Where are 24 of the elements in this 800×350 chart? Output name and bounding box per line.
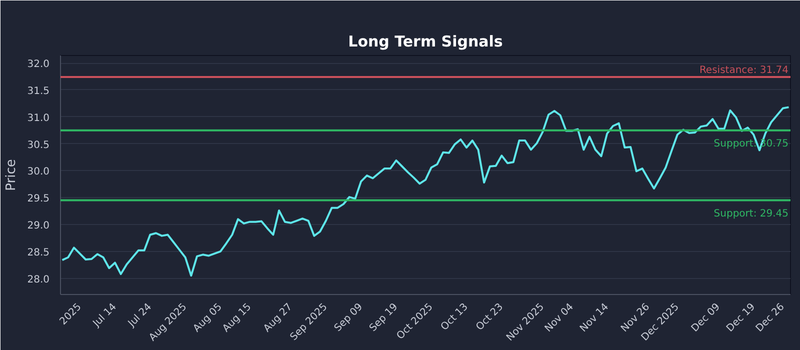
y-tick-label: 30.5 (27, 140, 50, 151)
y-tick-label: 31.5 (27, 86, 50, 97)
y-tick-label: 32.0 (27, 59, 50, 70)
x-tick-label: Aug 05 (192, 302, 224, 334)
chart-title: Long Term Signals (348, 32, 503, 50)
y-tick-label: 29.5 (27, 194, 50, 205)
x-tick-label: Oct 13 (439, 302, 470, 333)
x-tick-label: Oct 23 (474, 302, 506, 333)
ref-line-label: Support: 29.45 (714, 208, 789, 220)
y-tick-label: 28.0 (27, 274, 50, 286)
y-tick-label: 28.5 (27, 247, 50, 258)
y-tick-label: 31.0 (27, 112, 50, 124)
x-tick-label: Nov 04 (543, 302, 576, 334)
x-tick-label: Jul 24 (126, 302, 154, 330)
y-tick-label: 29.0 (27, 220, 50, 232)
x-tick-label: Dec 09 (690, 302, 722, 334)
x-tick-label: Jul 14 (90, 302, 119, 330)
line-series (61, 106, 790, 277)
x-tick-label: Sep 09 (332, 302, 365, 334)
y-axis-title: Price (4, 159, 20, 191)
y-tick-label: 30.0 (27, 166, 50, 178)
x-tick-label: Dec 26 (754, 302, 787, 334)
ref-line-label: Resistance: 31.74 (699, 65, 788, 76)
x-tick-label: Nov 14 (578, 302, 612, 334)
